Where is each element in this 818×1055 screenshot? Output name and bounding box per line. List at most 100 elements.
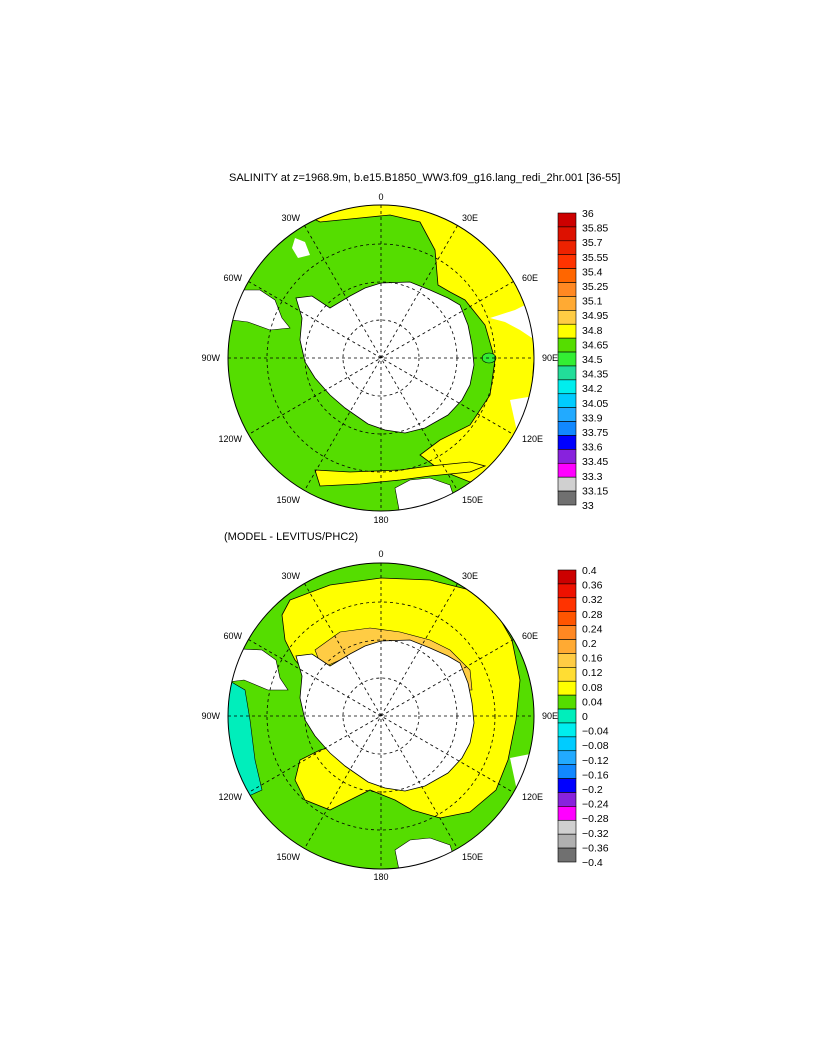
colorbar-label: 0.08 — [582, 682, 603, 694]
colorbar-label: −0.08 — [582, 740, 609, 752]
lon-label: 120E — [522, 434, 543, 444]
colorbar-label: −0.16 — [582, 769, 609, 781]
lon-label: 30E — [462, 213, 478, 223]
colorbar-swatch — [557, 653, 577, 668]
antarctica-land — [295, 639, 475, 792]
colorbar-swatch — [557, 393, 577, 408]
colorbar-swatch — [557, 365, 577, 381]
graticule — [228, 205, 534, 511]
colorbar-label: 34.8 — [582, 325, 603, 337]
colorbar-swatch — [557, 212, 577, 228]
lon-label: 30W — [281, 213, 300, 223]
colorbar-label: 0.12 — [582, 667, 603, 679]
colorbar-swatch — [557, 476, 577, 492]
map-boundary — [227, 562, 535, 870]
colorbar-swatch — [557, 449, 577, 464]
lon-label: 0 — [378, 192, 383, 202]
map-title-salinity: SALINITY at z=1968.9m, b.e15.B1850_WW3.f… — [229, 172, 621, 184]
colorbar-label: 34.65 — [582, 339, 608, 351]
colorbar-label: 0.4 — [582, 565, 597, 577]
colorbar-swatch — [557, 625, 577, 640]
lon-label: 30E — [462, 571, 478, 581]
colorbar-swatch — [557, 806, 577, 821]
colorbar-swatch — [557, 764, 577, 779]
lon-label: 90W — [201, 711, 220, 721]
lon-label: 150W — [276, 495, 300, 505]
colorbar-swatch — [557, 407, 577, 422]
colorbar-swatch — [557, 667, 577, 682]
lon-label: 30W — [281, 571, 300, 581]
colorbar-swatch — [557, 310, 577, 325]
lon-label: 60E — [522, 273, 538, 283]
nodata-patch — [490, 300, 534, 340]
antarctica-land — [295, 281, 475, 434]
colorbar-label: −0.12 — [582, 755, 609, 767]
colorbar-label: 0.24 — [582, 623, 603, 635]
lon-label: 90E — [542, 353, 558, 363]
colorbar-swatch — [557, 282, 577, 297]
colorbar-swatch — [557, 323, 577, 339]
colorbar-swatch — [557, 778, 577, 793]
colorbar-label: 35.4 — [582, 266, 603, 278]
lon-label: 150W — [276, 852, 300, 862]
colorbar-label: 35.25 — [582, 281, 608, 293]
colorbar-label: −0.28 — [582, 813, 609, 825]
colorbar-swatch — [557, 611, 577, 626]
colorbar-label: 0.16 — [582, 653, 603, 665]
colorbar-label: 34.2 — [582, 383, 603, 395]
colorbar-swatch — [557, 819, 577, 835]
colorbar-label: 34.35 — [582, 369, 608, 381]
colorbar-swatch — [557, 240, 577, 256]
colorbar-swatch — [557, 639, 577, 654]
lon-label: 150E — [462, 495, 483, 505]
colorbar-swatch — [557, 490, 577, 506]
colorbar-label: −0.2 — [582, 784, 603, 796]
colorbar-swatch — [557, 680, 577, 696]
colorbar-label: 35.1 — [582, 296, 603, 308]
colorbar-swatch — [557, 569, 577, 585]
map-boundary — [227, 204, 535, 512]
colorbar-label: −0.36 — [582, 842, 609, 854]
colorbar-swatch — [557, 792, 577, 807]
graticule — [228, 563, 534, 869]
colorbar-swatch — [557, 254, 577, 269]
colorbar-swatch — [557, 833, 577, 849]
lon-label: 0 — [378, 549, 383, 559]
map-title-difference: (MODEL - LEVITUS/PHC2) — [224, 531, 359, 543]
colorbar-swatch — [557, 337, 577, 353]
lon-label: 60W — [223, 273, 242, 283]
colorbar-label: 34.95 — [582, 310, 608, 322]
colorbar-label: 34.5 — [582, 354, 603, 366]
colorbar-label: 36 — [582, 208, 594, 220]
colorbar-swatch — [557, 722, 577, 738]
colorbar-swatch — [557, 421, 577, 436]
colorbar-swatch — [557, 379, 577, 395]
lon-label: 90W — [201, 353, 220, 363]
colorbar-swatch — [557, 351, 577, 367]
colorbar-swatch — [557, 736, 577, 752]
colorbar-label: 35.7 — [582, 237, 603, 249]
colorbar-difference: 0.4 0.36 0.32 0.28 0.24 0.2 0.16 0.12 0.08 0.04 0 −… — [557, 565, 609, 869]
colorbar-swatch — [557, 583, 577, 599]
colorbar-label: 33 — [582, 500, 594, 512]
colorbar-swatch — [557, 296, 577, 311]
colorbar-label: 33.9 — [582, 412, 603, 424]
lon-label: 180 — [373, 515, 388, 525]
colorbar-label: −0.32 — [582, 828, 609, 840]
nodata-patch — [292, 238, 310, 258]
polar-map-difference: 0 30E 60E 90E 120E 150E 180 150W 120W 90… — [201, 549, 558, 882]
colorbar-label: 35.85 — [582, 223, 608, 235]
lon-label: 150E — [462, 852, 483, 862]
colorbar-label: 0.32 — [582, 594, 603, 606]
colorbar-swatch — [557, 462, 577, 478]
colorbar-swatch — [557, 226, 577, 242]
colorbar-label: 33.6 — [582, 442, 603, 454]
colorbar-label: 35.55 — [582, 252, 608, 264]
colorbar-label: −0.4 — [582, 857, 603, 869]
lon-label: 120E — [522, 792, 543, 802]
colorbar-label: 0 — [582, 711, 588, 723]
lon-label: 90E — [542, 711, 558, 721]
colorbar-label: −0.04 — [582, 726, 609, 738]
colorbar-salinity: 36 35.85 35.7 35.55 35.4 35.25 35.1 34.95 34.8 34… — [557, 208, 608, 512]
